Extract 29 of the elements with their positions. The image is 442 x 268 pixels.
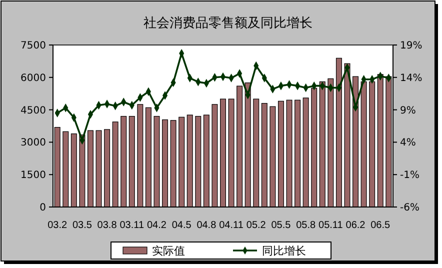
x-tick-label: 04.5	[172, 220, 192, 231]
y2-tick-label: 4%	[400, 138, 416, 149]
legend-label: 实际值	[152, 244, 185, 258]
y2-tick-label: 19%	[400, 40, 422, 52]
y-tick-label: 0	[40, 202, 46, 214]
x-tick-label: 05.5	[271, 220, 292, 231]
legend-label: 同比增长	[262, 244, 306, 258]
x-tick-label: 03.5	[72, 220, 92, 231]
x-tick-label: 04.11	[219, 220, 244, 231]
chart-title: 社会消费品零售额及同比增长	[144, 16, 312, 31]
x-tick-label: 06.5	[370, 220, 391, 231]
x-tick-label: 05.8	[296, 220, 316, 231]
x-tick-label: 05.11	[318, 220, 344, 231]
x-tick-label: 03.11	[120, 220, 144, 231]
x-tick-label: 05.2	[246, 220, 266, 231]
y-tick-label: 4500	[20, 105, 46, 116]
y-tick-label: 1500	[20, 170, 46, 182]
y-tick-label: 6000	[20, 72, 46, 84]
y2-tick-label: 9%	[400, 105, 416, 116]
y-tick-label: 7500	[20, 40, 46, 52]
x-tick-label: 03.2	[48, 220, 68, 231]
y-tick-label: 3000	[20, 138, 46, 149]
x-tick-label: 04.2	[147, 220, 167, 231]
y2-tick-label: -1%	[400, 170, 420, 182]
x-tick-label: 06.2	[346, 220, 366, 231]
x-tick-label: 04.8	[196, 220, 217, 231]
x-tick-label: 03.8	[97, 220, 118, 231]
y2-tick-label: -6%	[400, 202, 420, 214]
y2-tick-label: 14%	[400, 72, 422, 84]
